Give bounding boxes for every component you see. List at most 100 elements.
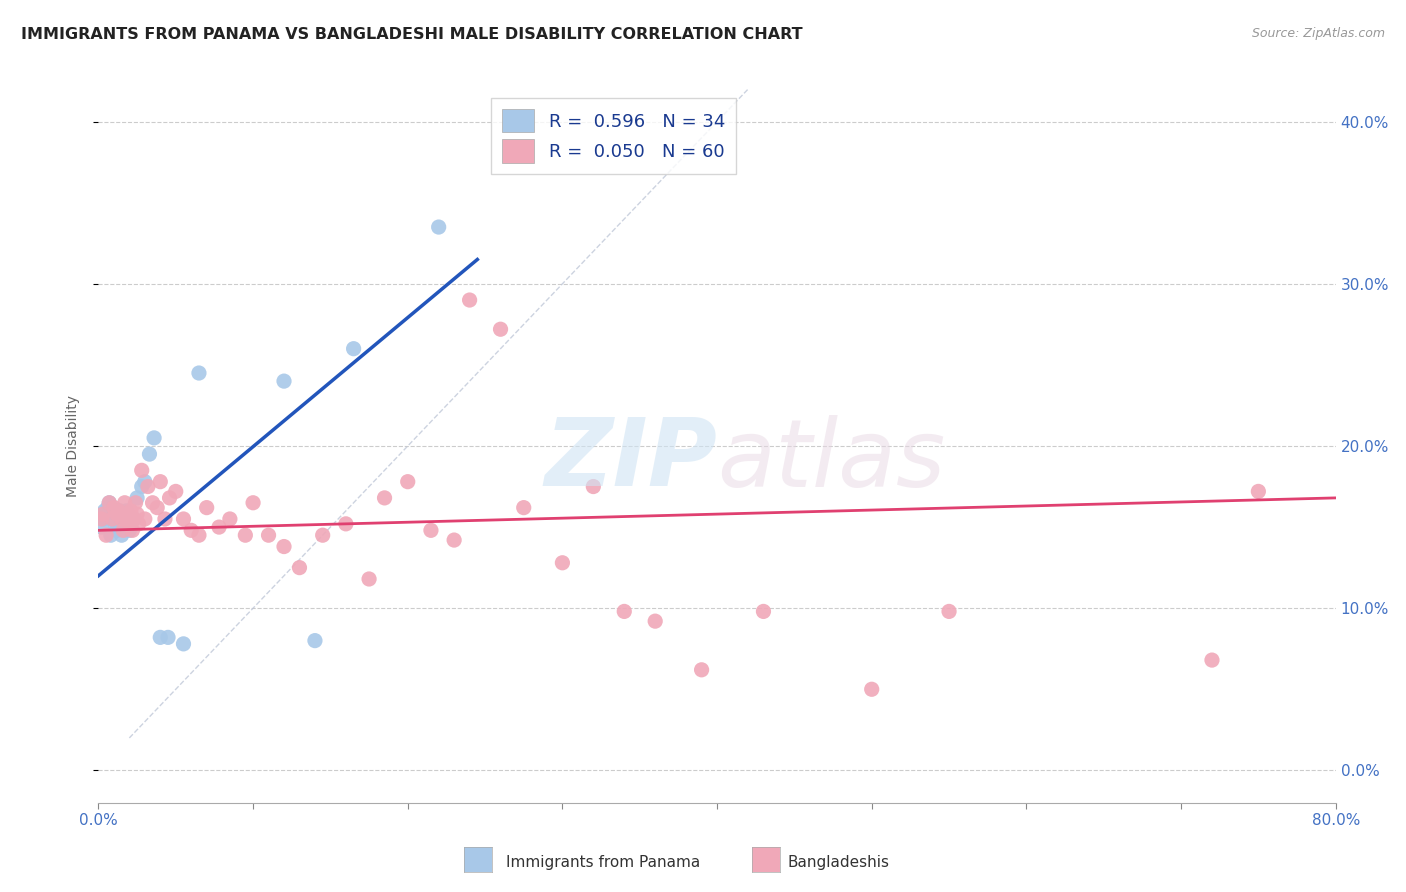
Point (419, 524, 441, 538)
Point (131, 479, 153, 493)
Point (111, 528, 134, 542)
Point (1247, 484, 1270, 499)
Point (142, 496, 165, 510)
Point (115, 504, 138, 518)
Point (107, 504, 129, 518)
Point (90, 520, 112, 534)
Point (96, 528, 118, 542)
Point (188, 528, 211, 542)
Point (357, 572, 380, 586)
Point (121, 524, 143, 538)
Point (101, 512, 124, 526)
Point (103, 500, 125, 515)
Point (288, 560, 311, 574)
Point (173, 637, 195, 651)
Point (115, 512, 138, 526)
Point (312, 528, 335, 542)
Point (489, 322, 512, 336)
Point (396, 475, 419, 489)
Point (111, 512, 134, 526)
Point (122, 512, 145, 526)
Point (149, 631, 172, 645)
Point (96, 507, 118, 521)
Point (134, 512, 156, 526)
Point (136, 479, 159, 493)
Point (690, 663, 713, 677)
Point (112, 520, 135, 534)
Point (93, 504, 115, 518)
Point (374, 491, 396, 505)
Text: Immigrants from Panama: Immigrants from Panama (506, 855, 700, 870)
Point (644, 614, 666, 628)
Point (98, 496, 121, 510)
Point (304, 633, 326, 648)
Point (122, 512, 145, 526)
Point (427, 220, 450, 235)
Text: IMMIGRANTS FROM PANAMA VS BANGLADESHI MALE DISABILITY CORRELATION CHART: IMMIGRANTS FROM PANAMA VS BANGLADESHI MA… (21, 27, 803, 42)
Point (551, 556, 574, 570)
Point (1201, 653, 1223, 667)
Point (860, 682, 883, 697)
Point (149, 475, 172, 489)
Point (98, 496, 121, 510)
Point (117, 507, 139, 521)
Point (91, 507, 114, 521)
Point (582, 479, 605, 493)
Text: Bangladeshis: Bangladeshis (787, 855, 890, 870)
Point (90, 512, 112, 526)
Point (219, 512, 242, 526)
Point (117, 507, 139, 521)
Point (146, 500, 169, 515)
Point (173, 512, 195, 526)
Point (235, 528, 257, 542)
Point (124, 496, 146, 510)
Point (114, 496, 136, 510)
Point (105, 524, 128, 538)
Legend: R =  0.596   N = 34, R =  0.050   N = 60: R = 0.596 N = 34, R = 0.050 N = 60 (491, 98, 735, 174)
Point (120, 516, 142, 531)
Point (104, 516, 127, 531)
Point (128, 516, 150, 531)
Point (343, 342, 366, 356)
Point (103, 507, 125, 521)
Point (112, 524, 135, 538)
Point (118, 524, 141, 538)
Point (165, 484, 187, 499)
Text: ZIP: ZIP (544, 414, 717, 507)
Point (443, 533, 465, 547)
Point (138, 447, 160, 461)
Point (118, 516, 141, 531)
Text: Source: ZipAtlas.com: Source: ZipAtlas.com (1251, 27, 1385, 40)
Point (257, 528, 280, 542)
Point (273, 540, 295, 554)
Point (242, 496, 264, 510)
Point (101, 512, 124, 526)
Point (127, 491, 149, 505)
Point (143, 431, 166, 445)
Point (97, 500, 120, 515)
Point (120, 504, 142, 518)
Point (134, 475, 156, 489)
Point (752, 604, 775, 618)
Point (180, 524, 202, 538)
Point (105, 507, 128, 521)
Point (513, 500, 536, 515)
Point (159, 491, 181, 505)
Point (938, 604, 960, 618)
Point (273, 374, 295, 388)
Point (153, 512, 176, 526)
Point (127, 507, 149, 521)
Point (157, 631, 180, 645)
Point (458, 293, 481, 307)
Point (613, 604, 636, 618)
Point (114, 512, 136, 526)
Point (107, 512, 129, 526)
Point (131, 463, 153, 477)
Y-axis label: Male Disability: Male Disability (66, 395, 80, 497)
Point (100, 528, 122, 542)
Point (108, 504, 131, 518)
Point (91, 512, 114, 526)
Text: atlas: atlas (717, 415, 945, 506)
Point (188, 366, 211, 380)
Point (195, 500, 218, 515)
